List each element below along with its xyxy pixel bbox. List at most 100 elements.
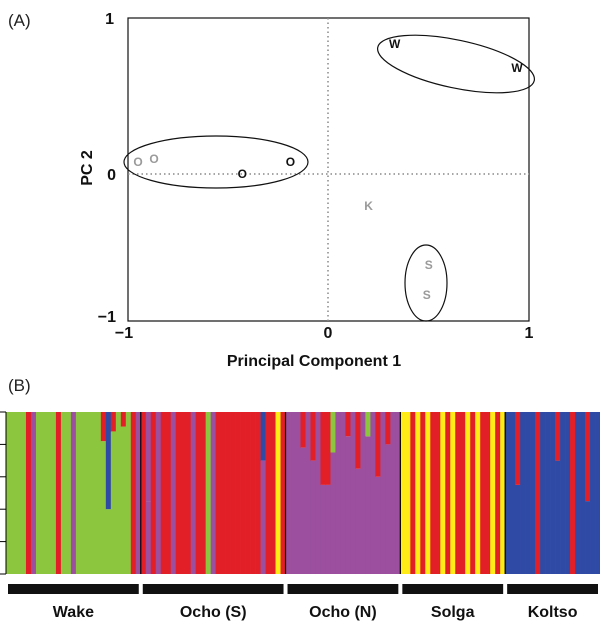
pca-point: O (149, 152, 158, 166)
structure-bar-segment (10, 412, 17, 574)
structure-bar-segment (285, 412, 291, 574)
structure-bar-segment (310, 460, 316, 574)
structure-bar-segment (115, 412, 122, 574)
population-bar (402, 584, 504, 594)
structure-bar-segment (540, 412, 546, 574)
structure-bar-segment (245, 412, 251, 574)
x-tick-label: 1 (525, 325, 534, 342)
population-bar (8, 584, 139, 594)
structure-y-ticks (0, 411, 6, 575)
structure-bar-segment (330, 412, 336, 453)
pca-point: O (133, 155, 142, 169)
structure-bar-segment (595, 412, 600, 574)
structure-bar-segment (125, 412, 132, 574)
structure-bar-segment (50, 412, 57, 574)
structure-bar-segment (240, 412, 246, 574)
cluster-ellipse-s (404, 244, 448, 322)
structure-bar-segment (410, 412, 416, 574)
structure-bar-segment (260, 460, 266, 574)
structure-bar-segment (495, 412, 501, 574)
structure-bar-segment (325, 412, 331, 485)
structure-bar-segment (250, 412, 256, 574)
structure-bar-segment (120, 426, 127, 574)
structure-bar-segment (535, 412, 541, 574)
structure-bar-segment (435, 412, 441, 574)
structure-bar-segment (180, 412, 187, 574)
structure-bar-segment (140, 412, 147, 574)
structure-bar-segment (465, 412, 471, 574)
structure-bar-segment (275, 412, 281, 574)
structure-plot: Wake Ocho (S) Ocho (N) Solga Koltso (0, 411, 600, 621)
structure-bar-segment (315, 412, 321, 574)
structure-bar-segment (325, 484, 331, 574)
y-axis-title: PC 2 (79, 150, 96, 186)
structure-bar-segment (380, 412, 386, 574)
structure-bar-segment (55, 412, 62, 574)
structure-bar-segment (280, 412, 286, 574)
structure-bar-segment (290, 412, 296, 574)
structure-bar-segment (390, 412, 396, 574)
structure-bar-segment (170, 412, 177, 574)
structure-bar-segment (555, 460, 561, 574)
structure-bar-segment (395, 412, 401, 574)
structure-bar-segment (145, 412, 152, 502)
population-bar (287, 584, 399, 594)
structure-bar-segment (265, 412, 271, 574)
structure-bar-segment (185, 412, 192, 574)
structure-bar-segment (425, 412, 431, 574)
population-bar (142, 584, 284, 594)
pca-scatter: 1 0 −1 −1 0 1 Principal Component 1 PC 2… (79, 11, 536, 370)
cluster-ellipse-w (376, 34, 536, 94)
structure-bar-segment (555, 412, 561, 461)
structure-bar-segment (345, 412, 351, 437)
structure-bar-segment (20, 412, 27, 574)
structure-bar-segment (80, 412, 87, 574)
structure-bar-segment (530, 412, 536, 574)
structure-bar-segment (195, 412, 202, 574)
structure-bar-segment (365, 436, 371, 574)
structure-bar-segment (65, 412, 72, 574)
structure-bar-segment (415, 412, 421, 574)
population-labels: Wake Ocho (S) Ocho (N) Solga Koltso (53, 604, 578, 621)
structure-bar-segment (165, 412, 172, 574)
structure-bar-segment (210, 412, 216, 574)
structure-bar-segment (340, 412, 346, 574)
structure-bar-segment (270, 412, 276, 574)
structure-bar-segment (565, 412, 571, 574)
population-label: Ocho (S) (180, 604, 247, 621)
structure-bar-segment (545, 412, 551, 574)
structure-bar-segment (215, 412, 221, 574)
structure-bar-segment (25, 412, 32, 574)
structure-bars (6, 412, 600, 574)
structure-bar-segment (355, 412, 361, 469)
population-label: Koltso (528, 604, 578, 621)
structure-bar-segment (580, 412, 586, 574)
structure-bar-segment (430, 412, 436, 574)
structure-bar-segment (200, 412, 207, 574)
structure-bar-segment (500, 412, 506, 574)
structure-bar-segment (560, 412, 566, 574)
structure-bar-segment (335, 412, 341, 574)
structure-bar-segment (255, 412, 261, 574)
x-tick-label: 0 (324, 325, 333, 342)
structure-bar-segment (375, 412, 381, 477)
population-label: Ocho (N) (309, 604, 377, 621)
structure-bar-segment (300, 447, 306, 574)
pca-point: W (511, 61, 523, 75)
structure-bar-segment (400, 412, 406, 574)
structure-bar-segment (105, 412, 112, 510)
pca-point: K (364, 199, 373, 213)
structure-bar-segment (300, 412, 306, 448)
structure-bar-segment (220, 412, 226, 574)
structure-bar-segment (440, 412, 446, 574)
x-axis-title: Principal Component 1 (227, 353, 401, 370)
structure-bar-segment (205, 412, 211, 574)
structure-bar-segment (330, 452, 336, 574)
structure-bar-segment (155, 412, 162, 574)
structure-bar-segment (550, 412, 556, 574)
structure-bar-segment (15, 412, 22, 574)
structure-bar-segment (130, 412, 137, 574)
structure-bar-segment (45, 412, 52, 574)
